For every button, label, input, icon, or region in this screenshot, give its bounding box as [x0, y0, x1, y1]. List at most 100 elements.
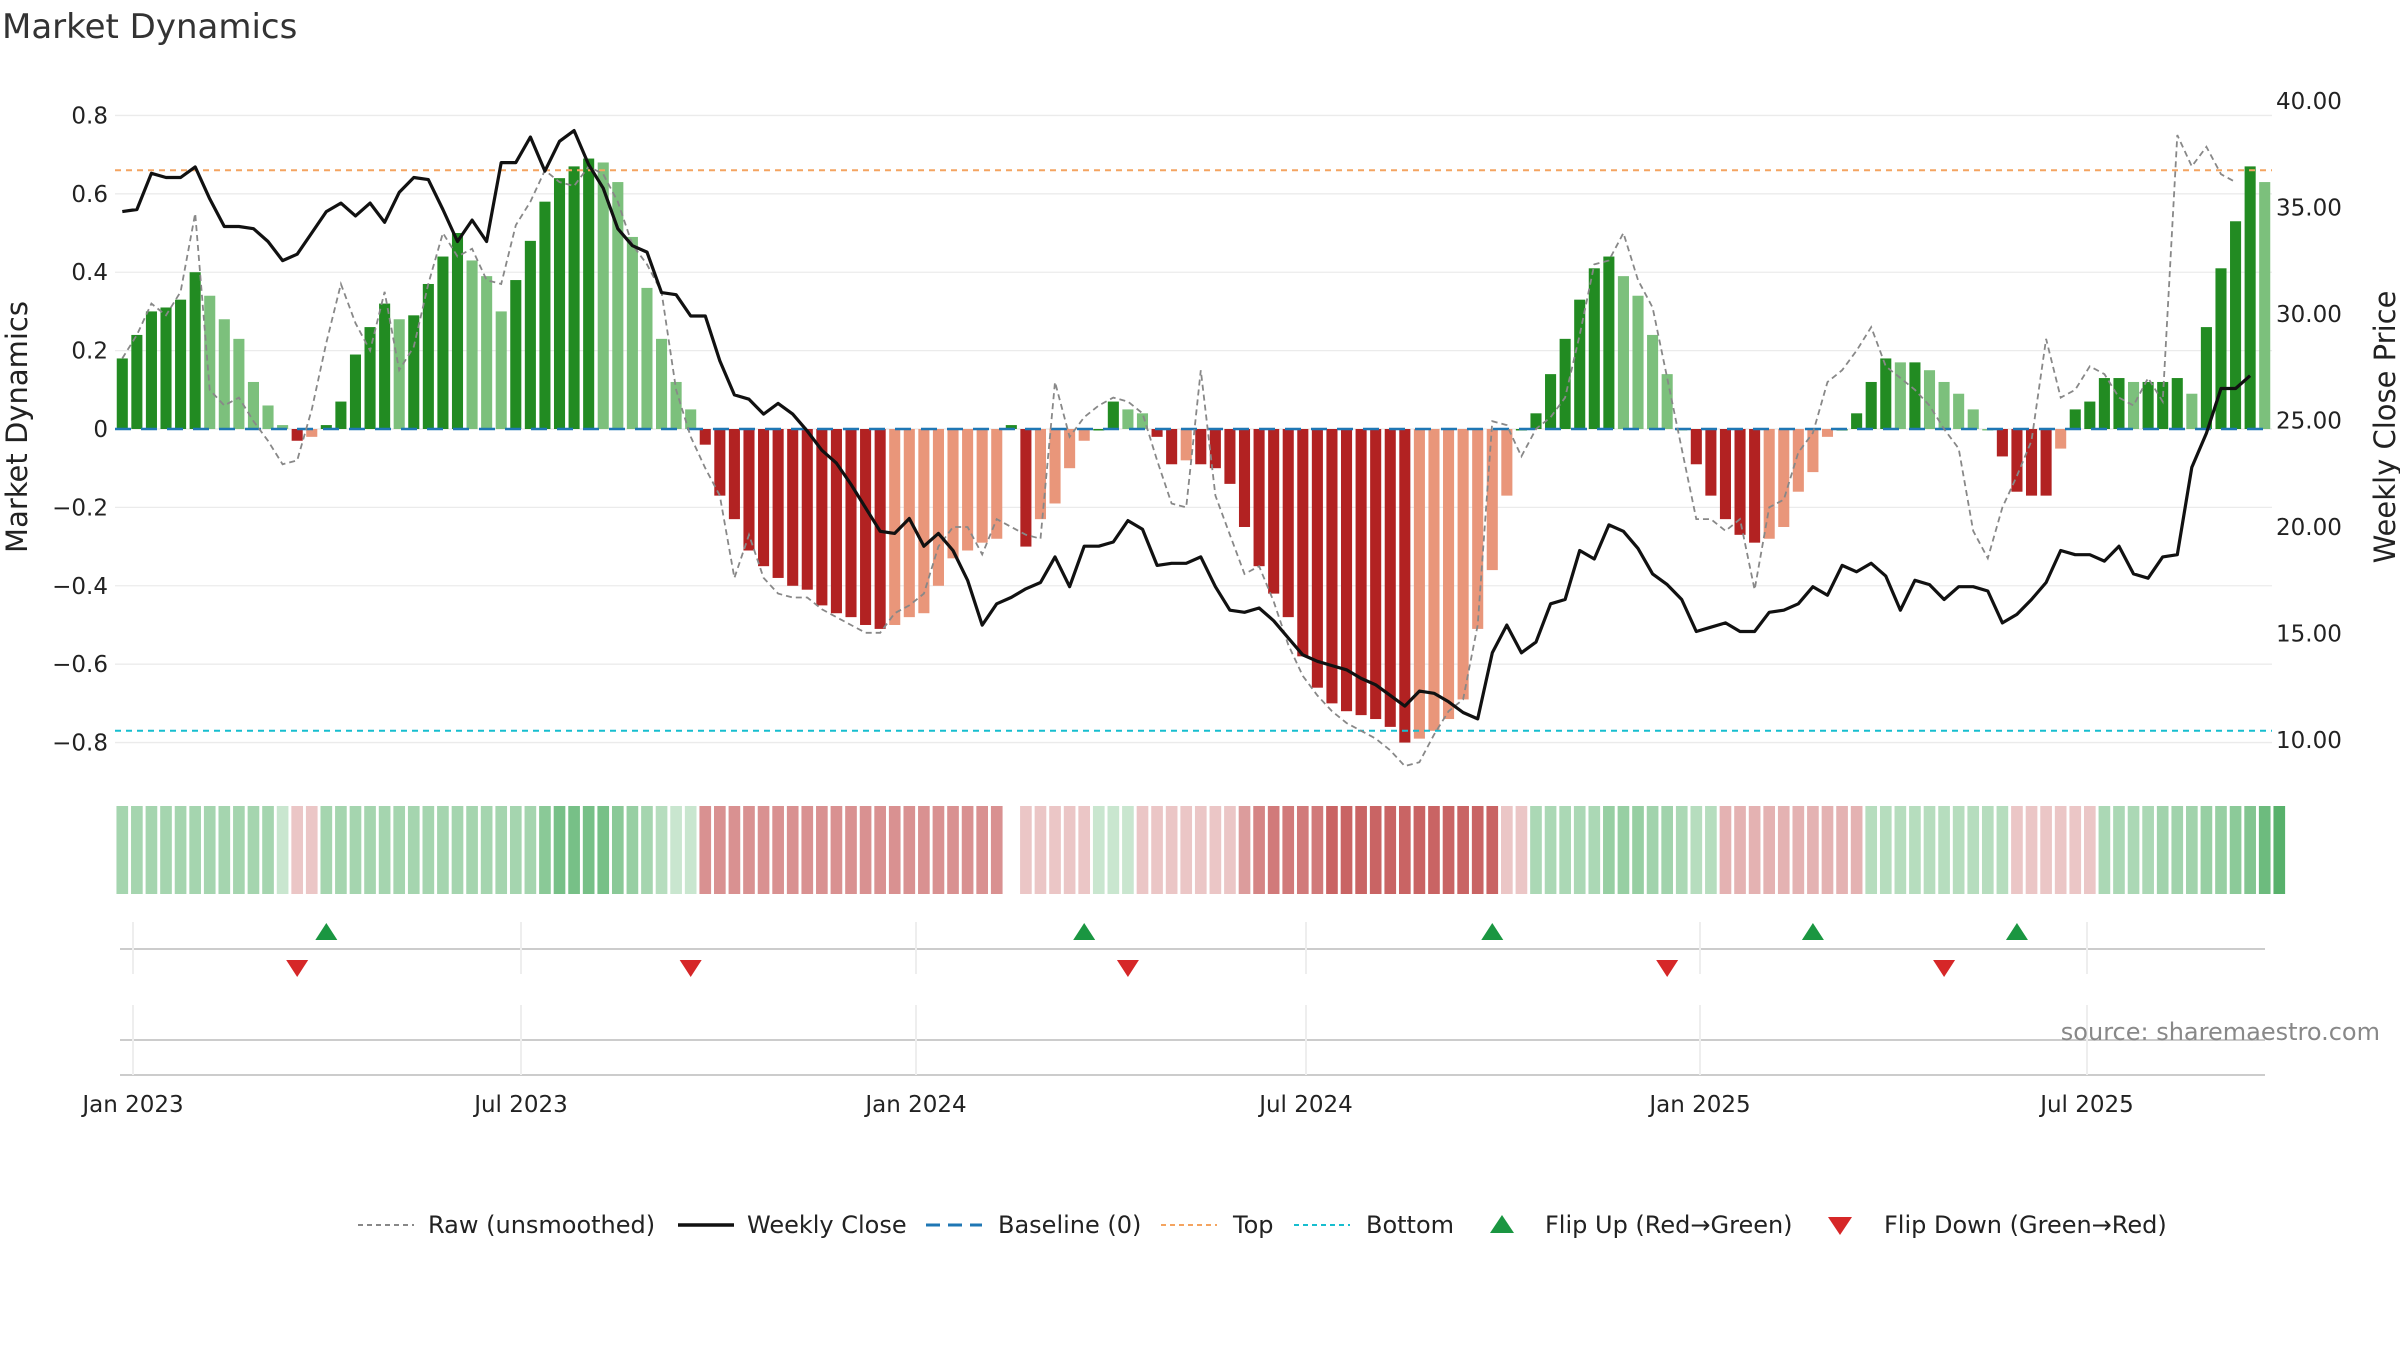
regime-cell: [407, 806, 420, 894]
dynamics-bar: [1661, 374, 1673, 429]
regime-cell: [335, 806, 347, 894]
regime-cell: [1894, 806, 1907, 894]
dynamics-bar: [758, 429, 770, 567]
weekly-close-line: [122, 129, 2252, 721]
regime-cell: [1603, 806, 1615, 894]
dynamics-bar: [568, 166, 580, 429]
regime-cell: [1296, 806, 1309, 894]
dynamics-bar: [145, 311, 157, 429]
legend-flip-down: Flip Down (Green→Red): [1828, 1211, 2167, 1239]
regime-cell: [1792, 806, 1805, 894]
dynamics-bar: [1763, 429, 1775, 539]
regime-cell: [1909, 806, 1921, 894]
dynamics-bar: [1180, 429, 1192, 461]
dynamics-bar: [1996, 429, 2008, 457]
dynamics-bar: [1005, 425, 1017, 429]
legend-raw: Raw (unsmoothed): [358, 1211, 655, 1239]
regime-cell: [1705, 806, 1717, 894]
regime-cell: [1005, 806, 1018, 894]
regime-cell: [670, 806, 682, 894]
dynamics-bar: [1734, 429, 1746, 535]
dynamics-bar: [131, 334, 143, 429]
dynamics-bar: [1501, 429, 1513, 496]
dynamics-bar: [947, 429, 959, 559]
regime-cell: [1559, 806, 1571, 894]
dynamics-bar: [612, 182, 624, 429]
regime-cell: [961, 806, 974, 894]
dynamics-bar: [699, 429, 711, 445]
regime-cell: [378, 806, 391, 894]
dynamics-bar: [1355, 429, 1367, 716]
regime-cell: [145, 806, 158, 894]
dynamics-bar: [175, 299, 187, 429]
regime-cell: [2011, 806, 2023, 894]
regime-cell: [1267, 806, 1280, 894]
regime-cell: [539, 806, 551, 894]
regime-cell: [1879, 806, 1892, 894]
regime-cell: [2054, 806, 2067, 894]
dynamics-bar: [379, 303, 391, 429]
regime-cell: [714, 806, 726, 894]
regime-cell: [1938, 806, 1950, 894]
dynamics-bar: [1136, 413, 1149, 429]
dynamics-bar: [247, 381, 259, 429]
regime-cell: [364, 806, 376, 894]
regime-cell: [1719, 806, 1732, 894]
legend-baseline-label: Baseline (0): [998, 1211, 1141, 1239]
regime-cell: [1092, 806, 1105, 894]
dynamics-bar: [2084, 401, 2096, 429]
regime-cell: [1049, 806, 1061, 894]
y-tick-label: −0.6: [52, 652, 108, 678]
regime-cell: [1763, 806, 1776, 894]
dynamics-bar: [2113, 378, 2125, 429]
y-tick-label: −0.4: [52, 574, 108, 600]
dynamics-bar: [2142, 381, 2154, 429]
regime-cell: [1617, 806, 1630, 894]
y-tick-label: 0.6: [71, 182, 108, 208]
regime-cell: [1253, 806, 1265, 894]
regime-cell: [1340, 806, 1353, 894]
dynamics-bar: [1311, 429, 1323, 688]
legend-flip-up-label: Flip Up (Red→Green): [1545, 1211, 1793, 1239]
regime-cell: [626, 806, 639, 894]
dynamics-bar: [932, 429, 944, 586]
regime-cell: [918, 806, 930, 894]
dynamics-bar: [262, 405, 274, 429]
dynamics-bar: [2069, 409, 2081, 429]
regime-cell: [1020, 806, 1032, 894]
regime-cell: [597, 806, 610, 894]
y2-tick-label: 25.00: [2276, 408, 2342, 434]
regime-cell: [1413, 806, 1426, 894]
regime-cell: [1428, 806, 1440, 894]
legend-weekly-close-label: Weekly Close: [747, 1211, 907, 1239]
dynamics-bar: [1894, 362, 1906, 429]
dynamics-bar: [349, 354, 362, 429]
regime-cell: [2215, 806, 2227, 894]
regime-cell: [2069, 806, 2082, 894]
regime-cell: [509, 806, 522, 894]
regime-cell: [189, 806, 201, 894]
legend-bottom: Bottom: [1294, 1211, 1454, 1239]
dynamics-bar: [1865, 381, 1877, 429]
dynamics-bar: [1209, 429, 1221, 469]
dynamics-bar: [291, 429, 303, 441]
regime-cell: [1398, 806, 1411, 894]
dynamics-bar: [335, 401, 347, 429]
dynamics-bar: [1967, 409, 1979, 429]
dynamics-bar: [670, 381, 682, 429]
dynamics-bar: [2215, 268, 2227, 429]
regime-cell: [1836, 806, 1848, 894]
dynamics-bar: [1938, 381, 1950, 429]
regime-cell: [1209, 806, 1222, 894]
regime-cell: [772, 806, 784, 894]
flip-down-marker: [1933, 960, 1956, 977]
dynamics-bar: [1413, 429, 1425, 739]
regime-cell: [1501, 806, 1513, 894]
dynamics-bar: [583, 158, 595, 429]
dynamics-bar: [451, 233, 464, 429]
regime-cell: [1675, 806, 1688, 894]
regime-cell: [1224, 806, 1236, 894]
legend-top: Top: [1161, 1211, 1274, 1239]
regime-cell: [1151, 806, 1163, 894]
regime-cell: [1996, 806, 2009, 894]
